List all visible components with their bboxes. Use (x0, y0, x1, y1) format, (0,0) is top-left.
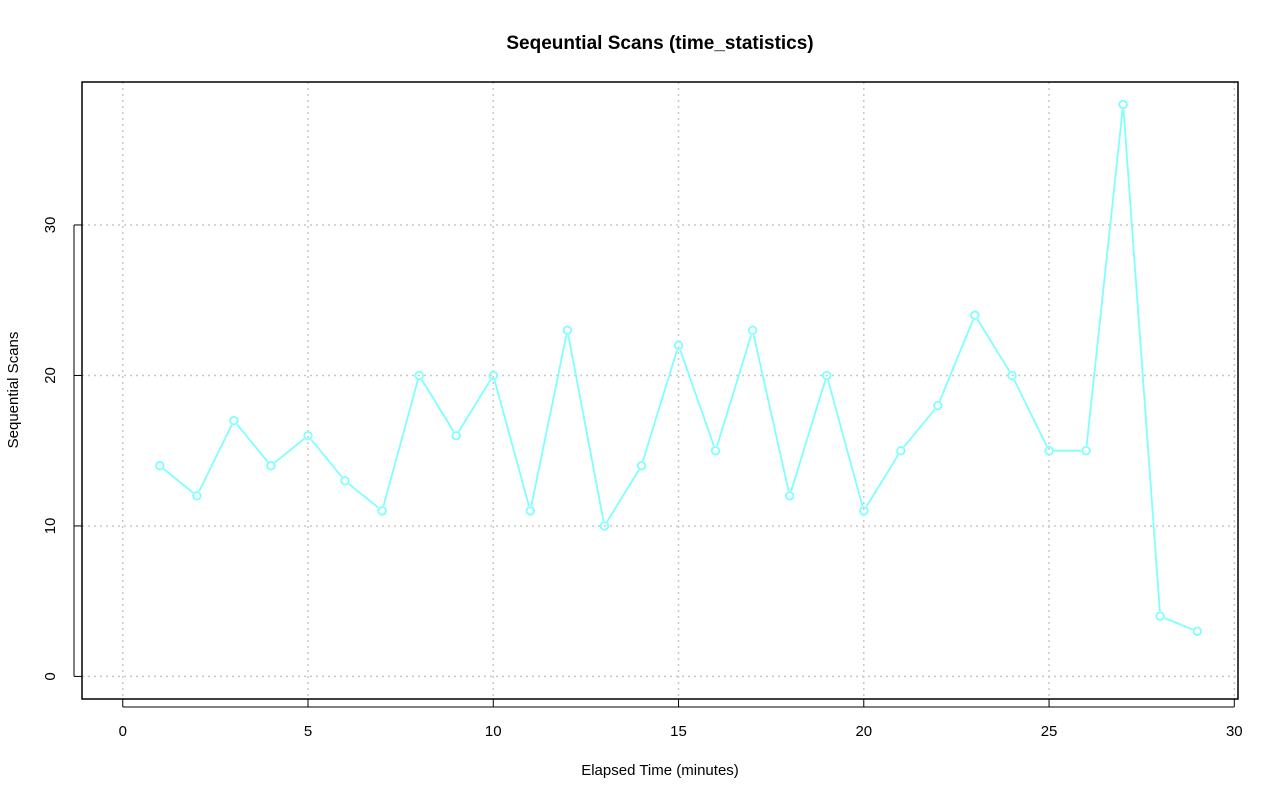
x-axis-label: Elapsed Time (minutes) (581, 762, 739, 779)
x-tick-label: 0 (119, 723, 127, 740)
series-line-segment (938, 319, 974, 402)
series-line-segment (198, 424, 233, 492)
series-line-segment (348, 483, 379, 509)
data-point (562, 325, 573, 336)
data-point (377, 506, 387, 516)
data-point (192, 491, 202, 501)
y-tick-label: 0 (42, 672, 59, 680)
series-line-segment (163, 468, 194, 494)
data-point (525, 506, 536, 516)
x-axis: 0 5 10 15 20 25 30 (119, 699, 1243, 740)
plot-frame (81, 81, 1239, 700)
data-point (155, 461, 165, 471)
data-point (1044, 445, 1054, 456)
series-line-segment (865, 454, 899, 508)
series-line-segment (679, 349, 715, 447)
data-point (1007, 370, 1017, 381)
data-point (266, 461, 276, 471)
grid (82, 82, 1238, 699)
series-line-segment (458, 379, 492, 432)
chart-title: Seqeuntial Scans (time_statistics) (506, 33, 813, 54)
x-tick-label: 10 (485, 723, 502, 740)
data-point (636, 461, 647, 471)
series-line-segment (790, 379, 827, 492)
data-point (414, 370, 424, 381)
x-tick-label: 25 (1041, 723, 1058, 740)
data-point (488, 370, 498, 381)
data-point (896, 445, 906, 456)
series-line-segment (1013, 379, 1048, 447)
y-axis-label: Sequential Scans (5, 332, 22, 449)
series-line-segment (1164, 617, 1193, 631)
data-point (1081, 445, 1091, 456)
y-tick-label: 10 (42, 518, 59, 535)
series-line-segment (827, 380, 864, 507)
series-line-segment (421, 379, 455, 432)
series-line-segment (236, 423, 269, 463)
series-line-segment (567, 335, 605, 522)
data-point (673, 340, 684, 351)
series-line-segment (606, 469, 640, 523)
data-point (822, 370, 832, 381)
series-line-segment (274, 438, 305, 464)
series-line-segment (903, 408, 936, 448)
data-point (859, 506, 869, 516)
series-line-segment (382, 380, 419, 507)
series-line-segment (310, 438, 343, 478)
data-point (1192, 626, 1202, 636)
series-line-segment (493, 380, 530, 507)
data-point (1155, 611, 1165, 621)
y-tick-label: 30 (42, 217, 59, 234)
y-tick-label: 20 (42, 367, 59, 384)
series-line-segment (530, 335, 568, 507)
series-line-segment (1085, 109, 1124, 446)
x-tick-label: 20 (855, 723, 872, 740)
data-point (340, 476, 350, 486)
data-point (303, 430, 313, 441)
series-line-segment (716, 334, 753, 447)
series-line-segment (752, 334, 790, 492)
series-line-segment (1122, 109, 1161, 612)
data-point (710, 445, 721, 456)
series-line-segment (976, 319, 1011, 372)
data-point (599, 521, 610, 531)
data-point (1118, 99, 1128, 110)
data-point (784, 491, 795, 501)
data-point (933, 400, 943, 411)
y-axis: 0 10 20 30 (42, 217, 82, 681)
x-tick-label: 30 (1226, 723, 1243, 740)
data-point (970, 310, 980, 320)
data-point (747, 325, 758, 336)
data-point (451, 430, 461, 441)
x-tick-label: 5 (304, 723, 312, 740)
series-layer (155, 99, 1202, 636)
x-tick-label: 15 (670, 723, 687, 740)
series-line-segment (642, 349, 678, 462)
data-point (229, 415, 239, 426)
